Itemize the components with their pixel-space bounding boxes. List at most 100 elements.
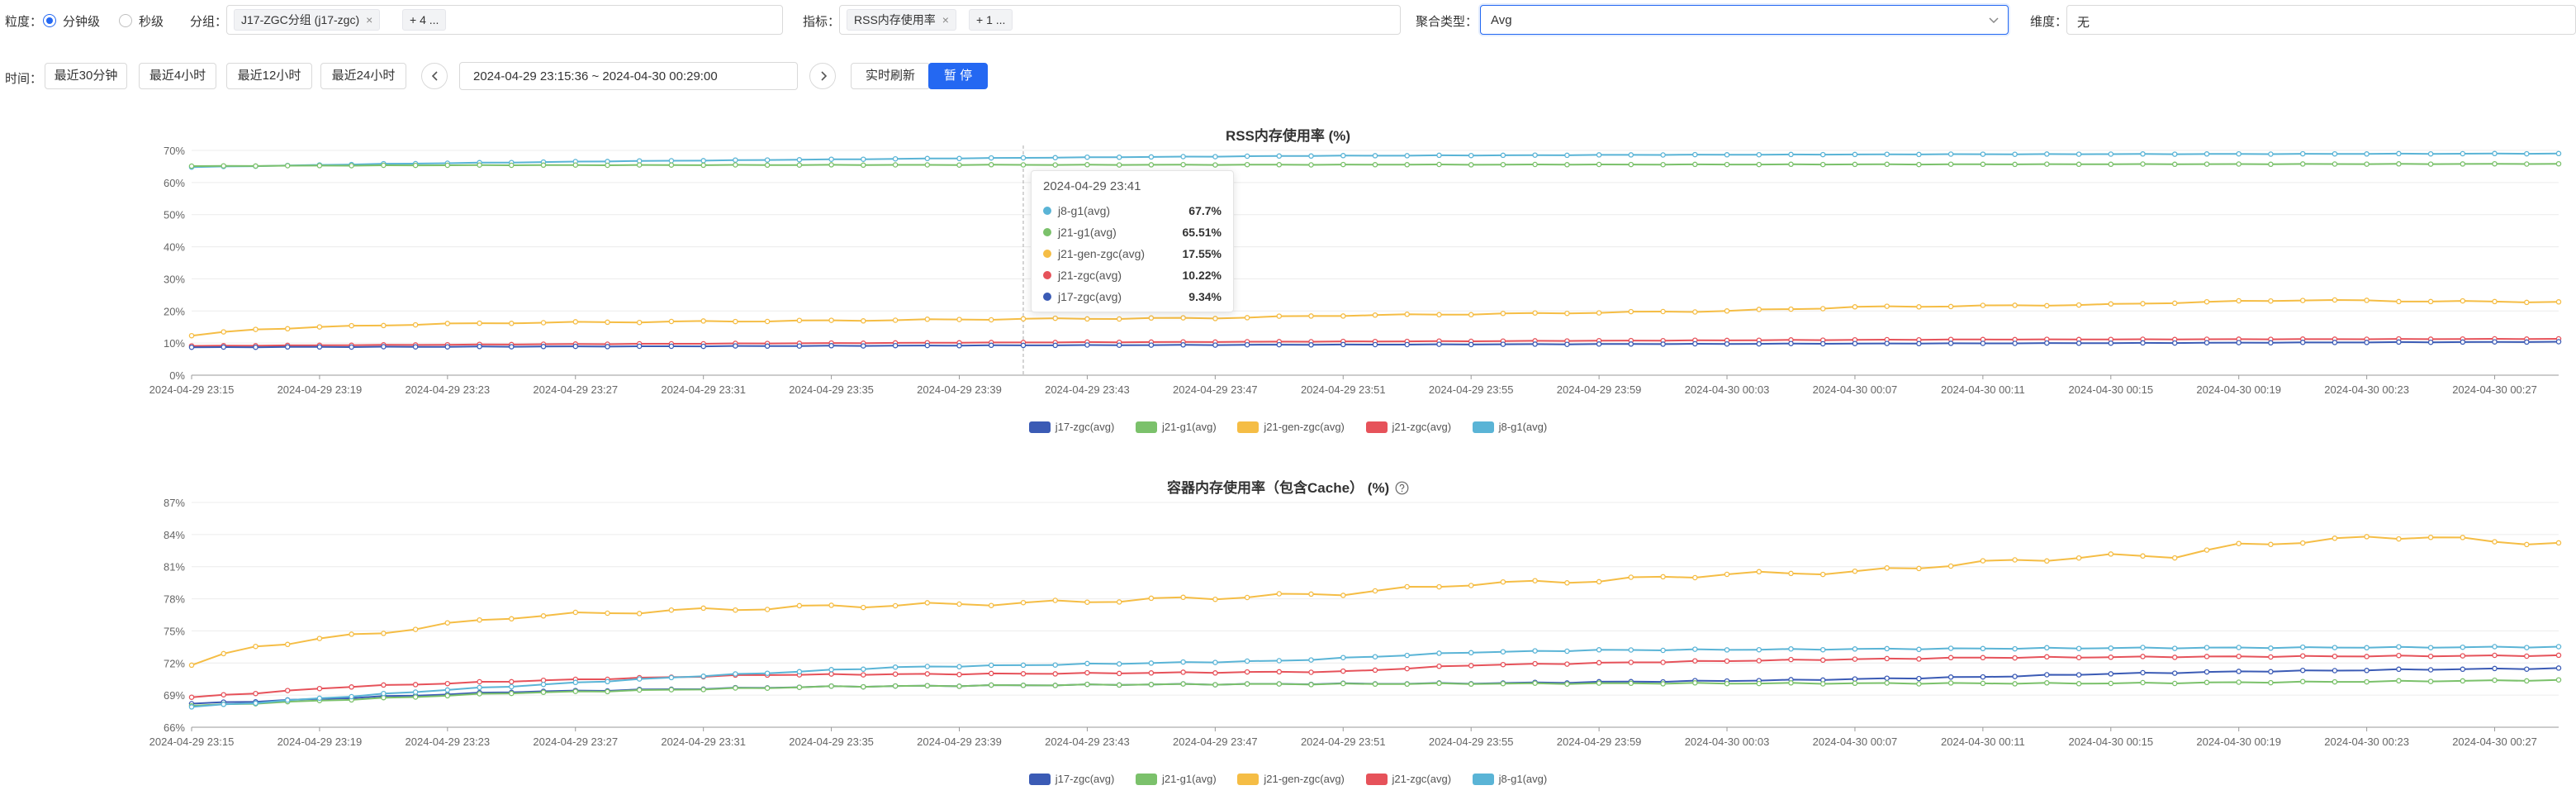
data-point-j21-g1[interactable] [668,687,675,693]
data-point-j17-zgc[interactable] [1020,342,1027,349]
data-point-j21-g1[interactable] [2171,161,2178,168]
data-point-j8-g1[interactable] [2364,151,2370,157]
data-point-j21-zgc[interactable] [477,678,482,685]
data-point-j21-g1[interactable] [1148,162,1155,168]
data-point-j21-gen-zgc[interactable] [2140,553,2146,559]
data-point-j8-g1[interactable] [1724,647,1730,653]
data-point-j21-g1[interactable] [924,683,931,688]
data-point-j21-gen-zgc[interactable] [1340,313,1346,319]
data-point-j8-g1[interactable] [796,157,803,163]
data-point-j21-g1[interactable] [2204,679,2210,686]
data-point-j21-g1[interactable] [1500,680,1506,687]
data-point-j21-gen-zgc[interactable] [2555,299,2562,305]
data-point-j21-g1[interactable] [2524,161,2530,167]
data-point-j17-zgc[interactable] [2332,340,2338,345]
data-point-j21-g1[interactable] [956,162,962,168]
data-point-j17-zgc[interactable] [1116,342,1122,348]
data-point-j21-g1[interactable] [1148,682,1155,688]
data-point-j21-gen-zgc[interactable] [444,620,451,626]
data-point-j21-g1[interactable] [828,683,834,689]
data-point-j21-zgc[interactable] [2460,653,2466,659]
data-point-j21-g1[interactable] [1276,681,1283,687]
data-point-j21-g1[interactable] [1212,162,1218,168]
data-point-j21-gen-zgc[interactable] [188,662,195,669]
data-point-j17-zgc[interactable] [924,342,931,349]
data-point-j21-g1[interactable] [2076,161,2082,168]
data-point-j21-g1[interactable] [1916,161,1922,168]
data-point-j21-zgc[interactable] [892,671,899,677]
data-point-j17-zgc[interactable] [477,344,482,350]
data-point-j8-g1[interactable] [2332,645,2338,650]
data-point-j21-gen-zgc[interactable] [733,318,738,325]
help-circle-icon[interactable] [1395,481,1409,495]
data-point-j21-g1[interactable] [1852,680,1858,687]
data-point-j8-g1[interactable] [349,693,354,700]
data-point-j17-zgc[interactable] [668,343,675,350]
data-point-j8-g1[interactable] [1628,152,1634,158]
data-point-j21-gen-zgc[interactable] [2492,298,2498,305]
data-point-j21-g1[interactable] [1564,681,1570,687]
data-point-j21-gen-zgc[interactable] [796,602,803,609]
data-point-j21-zgc[interactable] [412,682,419,688]
data-point-j21-zgc[interactable] [1980,655,1986,661]
data-point-j21-gen-zgc[interactable] [1756,307,1762,312]
data-point-j21-gen-zgc[interactable] [764,607,771,612]
data-point-j21-g1[interactable] [1468,681,1474,688]
data-point-j8-g1[interactable] [253,700,259,707]
close-icon[interactable]: × [942,13,949,26]
data-point-j21-g1[interactable] [1244,681,1250,687]
data-point-j8-g1[interactable] [1564,648,1570,655]
data-point-j21-gen-zgc[interactable] [636,319,643,326]
next-range-button[interactable] [809,63,836,89]
data-point-j21-gen-zgc[interactable] [988,602,994,608]
data-point-j21-gen-zgc[interactable] [284,641,291,648]
data-point-j21-g1[interactable] [700,687,706,693]
data-point-j8-g1[interactable] [605,678,610,685]
data-point-j17-zgc[interactable] [605,344,610,350]
data-point-j8-g1[interactable] [1500,152,1506,159]
data-point-j21-g1[interactable] [1532,161,1538,168]
data-point-j21-g1[interactable] [221,163,226,169]
data-point-j8-g1[interactable] [316,695,323,702]
data-point-j21-gen-zgc[interactable] [1148,595,1155,602]
data-point-j8-g1[interactable] [2171,645,2178,651]
data-point-j21-g1[interactable] [444,693,451,699]
data-point-j17-zgc[interactable] [2076,672,2082,678]
data-point-j8-g1[interactable] [700,158,706,164]
data-point-j21-g1[interactable] [540,162,547,169]
data-point-j17-zgc[interactable] [733,343,738,349]
data-point-j21-gen-zgc[interactable] [1180,315,1186,321]
data-point-j8-g1[interactable] [412,689,419,695]
data-point-j17-zgc[interactable] [2492,665,2498,672]
data-point-j21-g1[interactable] [477,691,482,697]
data-point-j21-gen-zgc[interactable] [1180,594,1186,601]
data-point-j17-zgc[interactable] [2524,666,2530,672]
data-point-j8-g1[interactable] [1276,658,1283,664]
data-point-j21-gen-zgc[interactable] [1660,574,1666,580]
container-mem-chart[interactable]: 66% 69% 72% 75% 78% 81% 84% 87% 2024-04-29 23:15… [0,484,2576,765]
data-point-j8-g1[interactable] [1724,152,1730,158]
data-point-j21-gen-zgc[interactable] [2140,301,2146,307]
data-point-j21-g1[interactable] [2332,161,2338,167]
data-point-j21-g1[interactable] [1532,680,1538,686]
data-point-j17-zgc[interactable] [1756,340,1762,347]
data-point-j21-g1[interactable] [1884,680,1890,686]
data-point-j8-g1[interactable] [2364,645,2370,651]
data-point-j17-zgc[interactable] [2460,666,2466,673]
data-point-j8-g1[interactable] [1692,646,1698,652]
data-point-j21-g1[interactable] [2236,161,2242,167]
data-point-j21-zgc[interactable] [2076,655,2082,660]
data-point-j8-g1[interactable] [1180,154,1186,159]
data-point-j21-gen-zgc[interactable] [988,317,994,323]
data-point-j21-gen-zgc[interactable] [1692,309,1698,315]
data-point-j8-g1[interactable] [2140,645,2146,650]
data-point-j21-gen-zgc[interactable] [1276,591,1283,597]
data-point-j21-gen-zgc[interactable] [764,318,771,325]
data-point-j21-gen-zgc[interactable] [477,320,482,326]
data-point-j8-g1[interactable] [1244,153,1250,159]
data-point-j8-g1[interactable] [1468,650,1474,656]
data-point-j21-gen-zgc[interactable] [1052,597,1058,603]
data-point-j21-gen-zgc[interactable] [1947,303,1954,310]
data-point-j21-g1[interactable] [284,163,291,169]
data-point-j21-zgc[interactable] [1596,659,1602,666]
